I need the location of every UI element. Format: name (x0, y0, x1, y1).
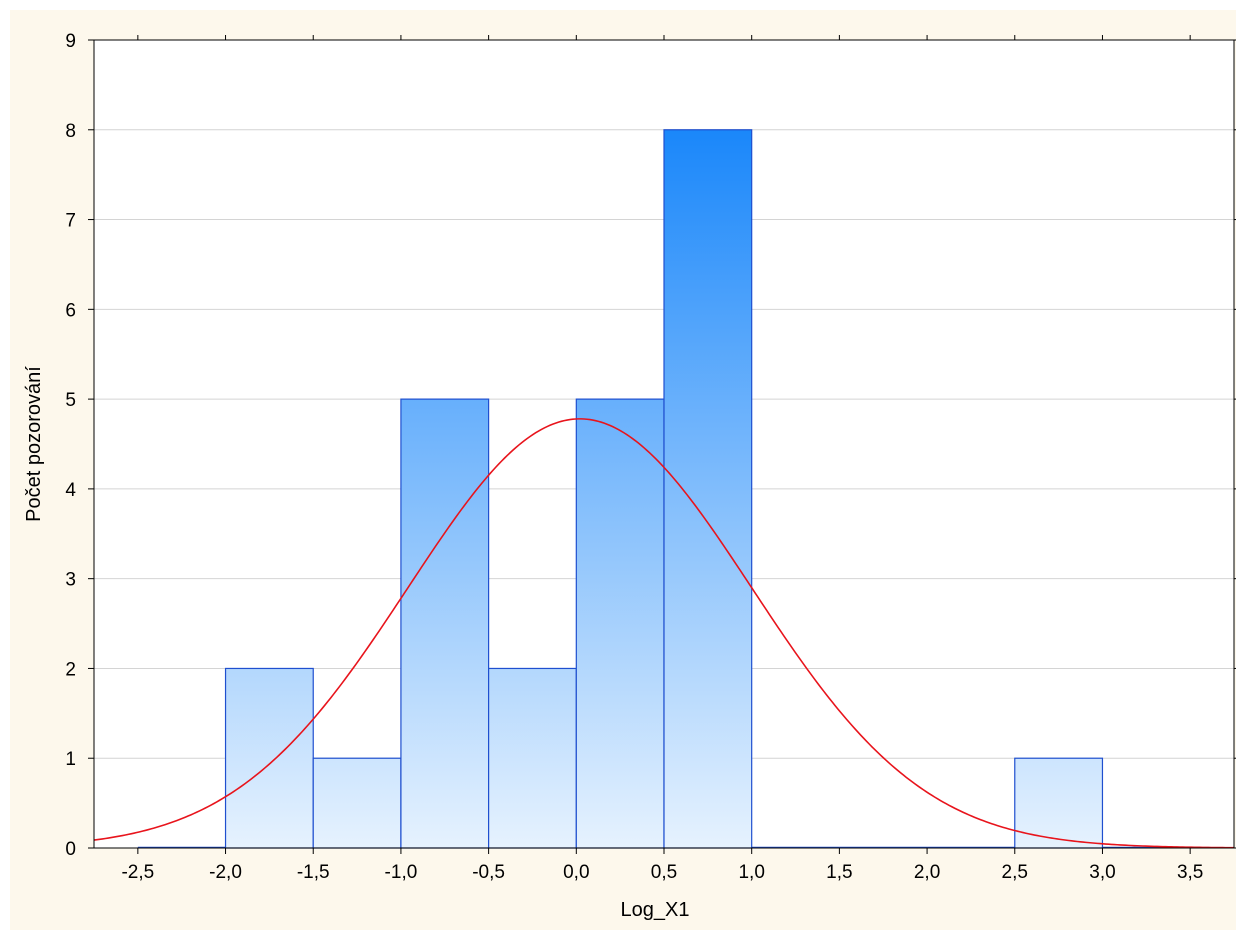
y-tick-label: 9 (65, 31, 76, 52)
y-tick-label: 1 (65, 749, 76, 770)
x-tick-label: 1,5 (826, 862, 852, 883)
histogram-bar (312, 757, 402, 849)
x-tick-label: 0,5 (651, 862, 677, 883)
histogram-bars (137, 129, 1191, 849)
y-tick-label: 4 (65, 480, 76, 501)
axis-ticks (88, 35, 1236, 854)
tick-labels: -2,5 -2,0 -1,5 -1,0 -0,5 0,0 0,5 1,0 1,5 2,0 2,5 3,… (65, 31, 1203, 883)
x-tick-label: 2,5 (1002, 862, 1028, 883)
histogram-bar (1014, 757, 1104, 849)
x-tick-label: -0,5 (472, 862, 505, 883)
normal-curve-layer (94, 418, 1234, 848)
y-tick-label: 6 (65, 300, 76, 321)
histogram-bar (663, 129, 753, 849)
y-tick-label: 8 (65, 121, 76, 142)
histogram-chart: -2,5 -2,0 -1,5 -1,0 -0,5 0,0 0,5 1,0 1,5 2,0 2,5 3,… (23, 31, 1236, 921)
y-tick-label: 3 (65, 570, 76, 591)
y-tick-label: 7 (65, 211, 76, 232)
histogram-bar (575, 398, 665, 849)
histogram-bar (400, 398, 490, 849)
x-tick-label: 1,0 (738, 862, 764, 883)
chart-frame: -2,5 -2,0 -1,5 -1,0 -0,5 0,0 0,5 1,0 1,5 2,0 2,5 3,… (10, 10, 1236, 930)
x-tick-label: 0,0 (563, 862, 589, 883)
x-tick-label: -1,5 (297, 862, 330, 883)
x-tick-label: -2,0 (209, 862, 242, 883)
x-tick-label: 2,0 (914, 862, 940, 883)
y-tick-label: 2 (65, 659, 76, 680)
y-tick-label: 0 (65, 839, 76, 860)
x-axis-title: Log_X1 (621, 899, 690, 921)
histogram-bar (488, 667, 577, 849)
x-tick-label: 3,0 (1089, 862, 1115, 883)
x-tick-label: 3,5 (1177, 862, 1203, 883)
y-axis-title: Počet pozorování (23, 366, 45, 522)
x-tick-label: -1,0 (385, 862, 418, 883)
histogram-bar (224, 667, 314, 849)
normal-curve (94, 418, 1234, 848)
y-tick-label: 5 (65, 390, 76, 411)
x-tick-label: -2,5 (121, 862, 154, 883)
